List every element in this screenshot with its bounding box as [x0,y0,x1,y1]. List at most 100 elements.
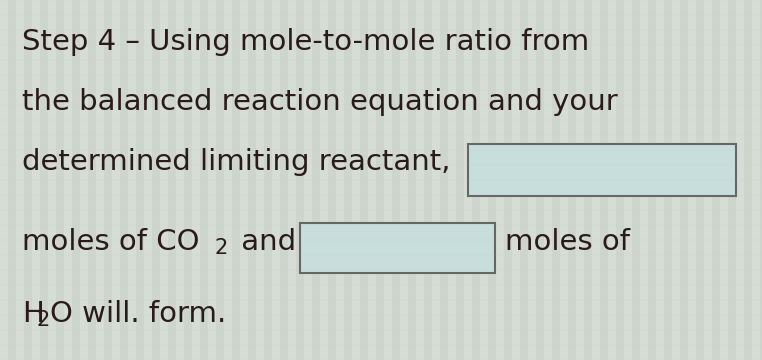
Text: H: H [22,300,44,328]
Bar [176,0,184,360]
Bar [672,0,680,360]
Bar [624,0,632,360]
Bar [112,0,120,360]
Bar [632,0,640,360]
Bar [560,0,568,360]
Bar [448,0,456,360]
Text: 2: 2 [214,238,227,258]
Bar [304,0,312,360]
Bar [432,0,440,360]
Bar [80,0,88,360]
Text: moles of CO: moles of CO [22,228,200,256]
Bar [568,0,576,360]
Bar [328,0,336,360]
Text: 2: 2 [36,310,50,330]
Bar [576,0,584,360]
Bar [664,0,672,360]
Bar [592,0,600,360]
Bar [32,0,40,360]
Bar [168,0,176,360]
Bar [0,0,8,360]
Bar [520,0,528,360]
Bar [416,0,424,360]
Bar [160,0,168,360]
Bar [736,0,744,360]
Bar [400,0,408,360]
Bar [200,0,208,360]
Bar [712,0,720,360]
Bar [752,0,760,360]
Bar [496,0,504,360]
Bar [240,0,248,360]
Bar [704,0,712,360]
Bar [56,0,64,360]
Bar [392,0,400,360]
Text: and: and [232,228,296,256]
Bar [512,0,520,360]
Bar [24,0,32,360]
Bar [440,0,448,360]
Bar [648,0,656,360]
Bar [272,0,280,360]
Bar [760,0,762,360]
Bar [584,0,592,360]
Bar [384,0,392,360]
Bar [488,0,496,360]
Bar [136,0,144,360]
Bar [104,0,112,360]
Bar [424,0,432,360]
Bar [696,0,704,360]
Bar [376,0,384,360]
Bar [232,0,240,360]
Bar [96,0,104,360]
Bar [536,0,544,360]
Bar [320,0,328,360]
Bar [248,0,256,360]
Bar [312,0,320,360]
Bar [744,0,752,360]
Bar [8,0,16,360]
Bar [48,0,56,360]
Bar [16,0,24,360]
Bar [128,0,136,360]
Bar [336,0,344,360]
Bar [352,0,360,360]
Bar [368,0,376,360]
Bar [528,0,536,360]
Text: Step 4 – Using mole-to-mole ratio from: Step 4 – Using mole-to-mole ratio from [22,28,589,56]
Bar [600,0,608,360]
Bar [688,0,696,360]
Bar [40,0,48,360]
Bar [344,0,352,360]
Bar [120,0,128,360]
Text: moles of: moles of [505,228,630,256]
Bar [616,0,624,360]
Bar [208,0,216,360]
Bar [144,0,152,360]
Bar [88,0,96,360]
Bar [280,0,288,360]
Bar [552,0,560,360]
Bar [224,0,232,360]
Text: the balanced reaction equation and your: the balanced reaction equation and your [22,88,618,116]
Bar [728,0,736,360]
Bar [152,0,160,360]
Bar [192,0,200,360]
Bar [472,0,480,360]
FancyBboxPatch shape [300,223,495,273]
Bar [504,0,512,360]
Bar [456,0,464,360]
Bar [256,0,264,360]
Bar [408,0,416,360]
Bar [360,0,368,360]
Bar [288,0,296,360]
Bar [296,0,304,360]
Bar [480,0,488,360]
Bar [72,0,80,360]
Bar [640,0,648,360]
Bar [464,0,472,360]
Bar [544,0,552,360]
Bar [184,0,192,360]
FancyBboxPatch shape [468,144,736,196]
Bar [608,0,616,360]
